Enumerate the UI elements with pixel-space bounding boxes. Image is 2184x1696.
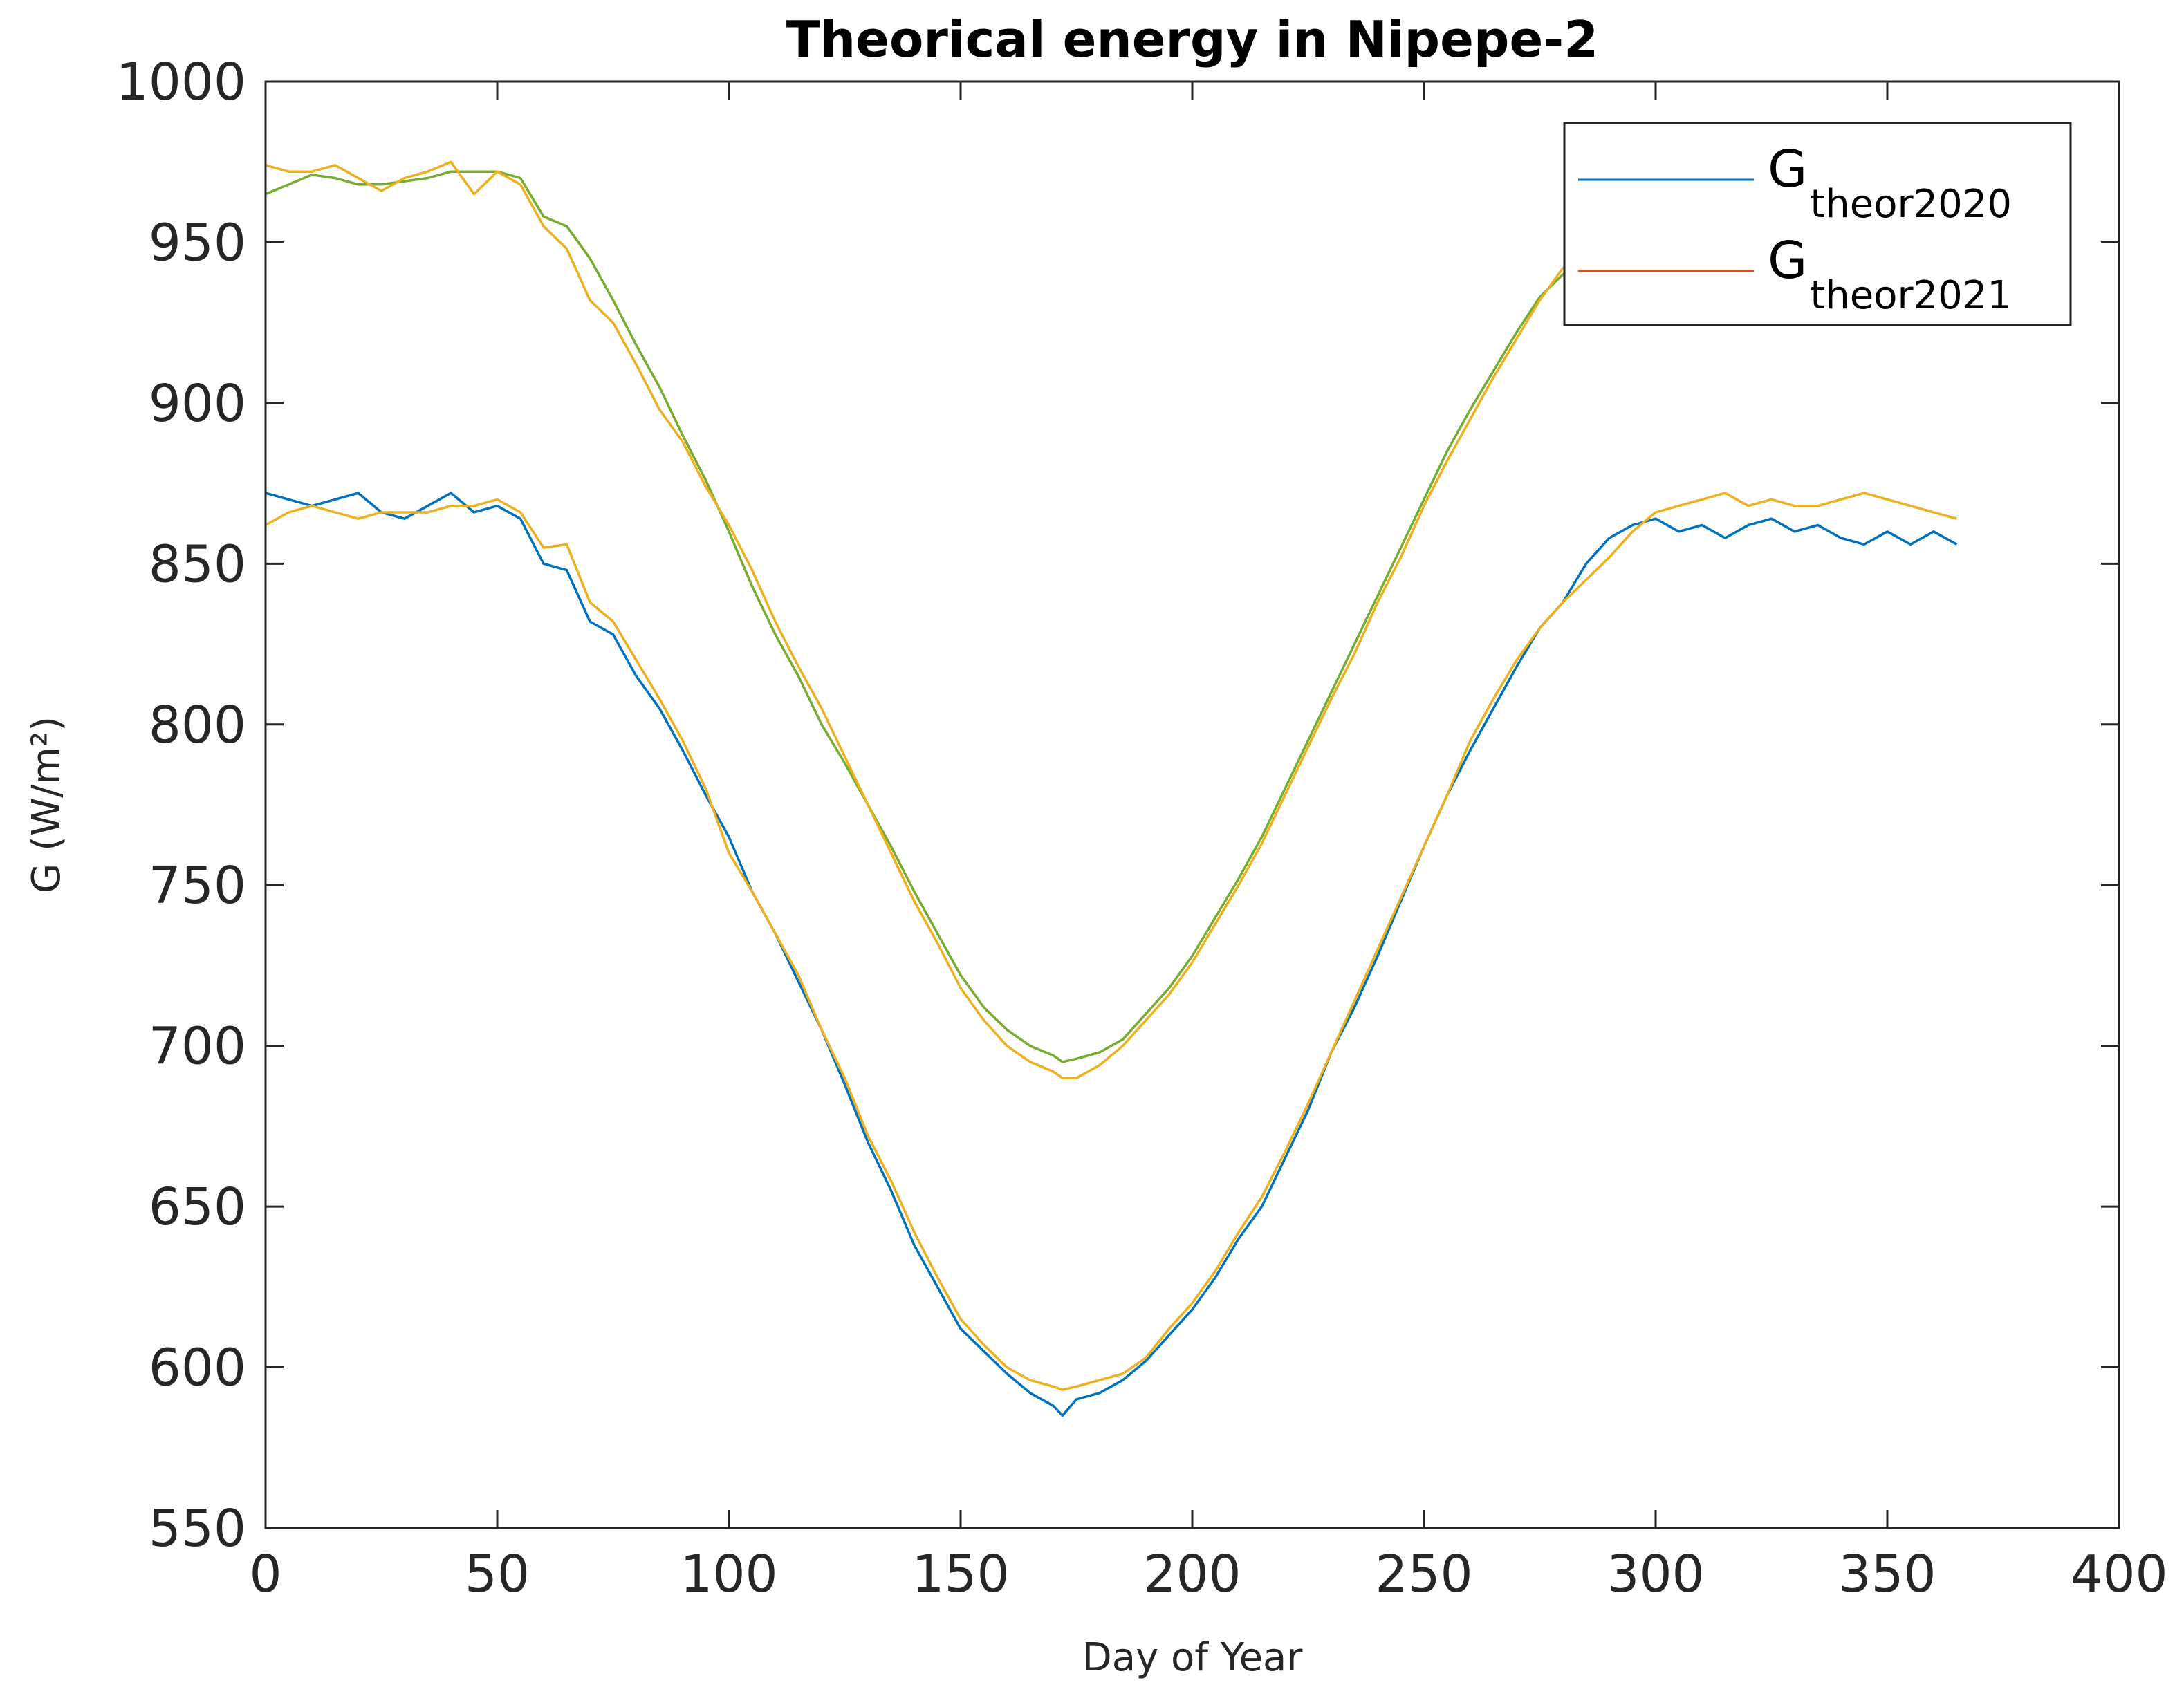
y-tick-label: 800 (149, 696, 246, 755)
legend-label-2021: Gtheor2021 (1768, 231, 2012, 318)
legend-box (1563, 122, 2072, 326)
y-tick-label: 850 (149, 534, 246, 594)
series-line-2 (265, 492, 1958, 1417)
legend: Gtheor2020 Gtheor2021 (1563, 122, 2072, 326)
y-tick-label: 550 (149, 1499, 246, 1558)
series-layer (265, 160, 1958, 1417)
x-tick-label: 0 (249, 1545, 281, 1604)
x-tick-label: 250 (1375, 1545, 1472, 1604)
x-tick-label: 100 (680, 1545, 777, 1604)
y-axis-label: G (W/m²) (24, 716, 69, 893)
x-axis-label: Day of Year (1082, 1635, 1304, 1680)
y-tick-label: 650 (149, 1177, 246, 1237)
x-tick-label: 150 (911, 1545, 1009, 1604)
x-tick-label: 200 (1143, 1545, 1241, 1604)
x-tick-label: 400 (2070, 1545, 2167, 1604)
legend-sub-2021: theor2021 (1810, 273, 2012, 318)
y-tick-label: 1000 (116, 53, 246, 112)
y-tick-label: 900 (149, 374, 246, 434)
series-line-3 (265, 492, 1957, 1391)
series-line-0 (265, 170, 1577, 1063)
legend-main-2021: G (1768, 231, 1807, 290)
y-tick-label: 600 (149, 1339, 246, 1398)
ticks-layer: 0 50 100 150 200 250 300 350 400 550 600 650 700 750 8… (116, 53, 2168, 1604)
x-tick-label: 50 (465, 1545, 530, 1604)
y-tick-label: 950 (149, 213, 246, 272)
legend-label-2020: Gtheor2020 (1768, 140, 2012, 227)
chart-title: Theorical energy in Nipepe-2 (786, 10, 1599, 68)
x-tick-label: 350 (1838, 1545, 1936, 1604)
legend-main-2020: G (1768, 140, 1807, 199)
y-tick-label: 750 (149, 856, 246, 915)
y-tick-label: 700 (149, 1017, 246, 1077)
x-tick-label: 300 (1607, 1545, 1704, 1604)
legend-sub-2020: theor2020 (1810, 182, 2012, 227)
series-line-1 (265, 160, 1578, 1079)
